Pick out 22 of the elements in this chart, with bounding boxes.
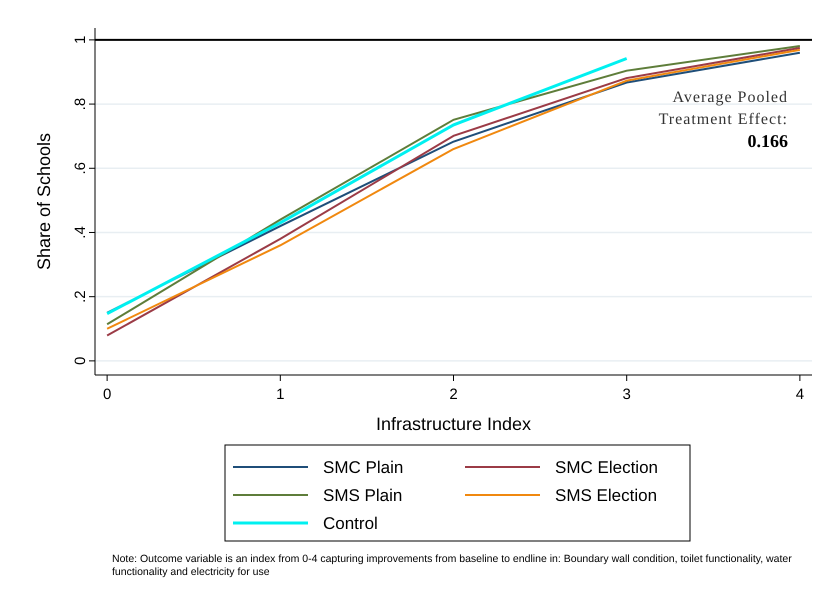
y-tick-label: 1: [72, 36, 89, 44]
y-tick-label: .2: [72, 290, 89, 303]
legend-label: Control: [323, 514, 378, 533]
x-tick-label: 1: [276, 386, 284, 403]
line-series: [106, 56, 628, 316]
annotation: Average Pooled Treatment Effect:: [658, 89, 788, 128]
x-tick-label: 0: [102, 386, 112, 403]
x-axis-title: Infrastructure Index: [376, 414, 532, 434]
y-tick-label: .8: [72, 98, 89, 110]
text: Note: Outcome variable is an index from 0-4 capturing improvements from baseline to endline in: Boundary wall condition, toilet functionality, water functionality and electricity for use: [112, 553, 792, 578]
annotation: 0.166: [748, 131, 788, 151]
legend-label: SMS Plain: [323, 486, 402, 505]
y-axis-title: Share of Schools: [34, 132, 54, 270]
y-tick-label: 0: [72, 356, 89, 366]
legend-label: SMC Plain: [323, 458, 404, 477]
x-tick-label: 2: [449, 386, 458, 403]
y-tick-label: .4: [72, 226, 89, 239]
x-tick-label: 3: [622, 386, 631, 403]
y-tick-label: .6: [72, 162, 89, 175]
legend-label: SMC Election: [555, 458, 658, 477]
x-tick-label: 4: [796, 386, 804, 403]
legend-label: SMS Election: [555, 486, 658, 505]
